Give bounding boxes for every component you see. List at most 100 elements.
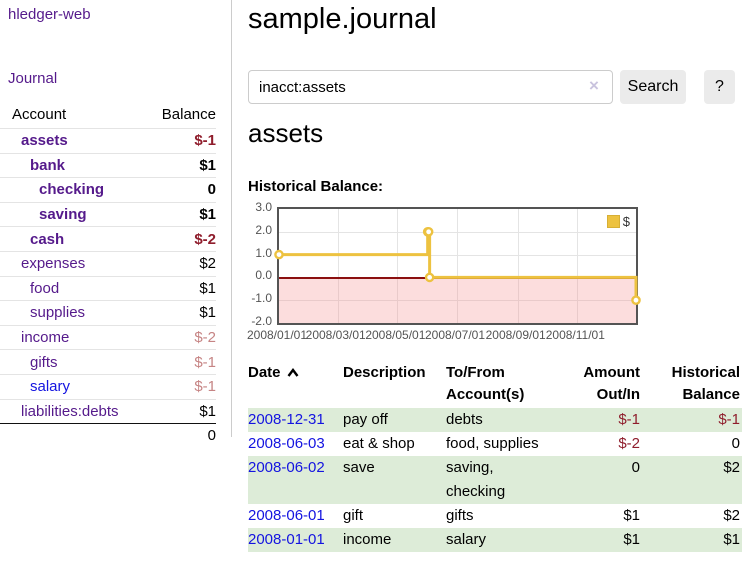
account-link[interactable]: food [30,279,60,297]
legend-label: $ [622,214,630,229]
account-balance: $1 [199,304,216,322]
search-form: × Search ? [248,70,742,104]
register-accounts-cell: food, supplies [446,432,578,456]
y-tick-label: -1.0 [251,291,272,306]
sidebar-item-journal[interactable]: Journal [8,70,58,87]
register-balance-cell: $-1 [718,411,740,428]
accounts-rows: assets $-1 bank $1 checking 0 saving $1 cash $-2 e… [0,128,216,423]
search-input[interactable] [248,70,613,104]
account-row: cash $-2 [0,226,216,251]
app-brand-link[interactable]: hledger-web [8,6,91,23]
column-header-date[interactable]: Date [248,362,343,408]
register-accounts-cell: salary [446,528,578,552]
negative-region [279,277,636,323]
x-tick-label: 2008/07/01 [424,328,486,342]
register-row: 2008-06-01 gift gifts $1 $2 [248,504,742,528]
chart-title: Historical Balance: [248,178,384,195]
account-row: liabilities:debts $1 [0,398,216,424]
y-tick-label: 2.0 [255,222,272,237]
register-accounts-text: saving, checking [446,459,506,500]
accounts-table: Account Balance assets $-1 bank $1 checking 0… [0,102,216,448]
x-gridline [577,209,579,323]
account-link[interactable]: income [21,329,70,347]
register-accounts-cell: debts [446,408,578,432]
account-row: supplies $1 [0,300,216,325]
register-amount-cell: $1 [623,531,640,548]
register-accounts-text: gifts [446,507,474,524]
data-point-marker [274,249,284,260]
account-balance: $-1 [194,353,216,371]
account-link[interactable]: cash [30,230,65,248]
register-date-link[interactable]: 2008-01-01 [248,531,325,548]
register-amount-cell: 0 [631,459,640,476]
account-row: expenses $2 [0,250,216,276]
register-accounts-text: salary [446,531,487,548]
account-link[interactable]: supplies [30,304,86,322]
y-tick-label: 0.0 [255,268,272,283]
register-accounts-text: debts [446,411,483,428]
account-balance: $-1 [194,378,216,396]
register-accounts-cell: saving, checking [446,456,578,504]
account-balance: $1 [199,206,216,224]
account-balance: $-2 [194,230,216,248]
register-amount-cell: $1 [623,507,640,524]
column-header-amount[interactable]: Amount Out/In [583,364,640,403]
register-date-cell: 2008-06-03 [248,432,343,456]
register-date-link[interactable]: 2008-12-31 [248,411,325,428]
account-balance: 0 [207,181,216,199]
help-button[interactable]: ? [704,70,735,104]
account-balance: $-1 [194,132,216,150]
clear-search-icon[interactable]: × [589,76,599,95]
register-table: Date Description To/From Account(s) Amou… [248,362,742,552]
register-row: 2008-01-01 income salary $1 $1 [248,528,742,552]
register-description-cell: eat & shop [343,435,415,452]
account-balance: $1 [199,279,216,297]
chart-legend: $ [604,213,632,230]
register-date-cell: 2008-06-02 [248,456,343,504]
account-balance: $1 [199,156,216,174]
register-date-cell: 2008-12-31 [248,408,343,432]
x-tick-label: 2008/11/01 [545,328,605,342]
chart-plot-area[interactable]: $ [274,207,641,325]
column-header-accounts[interactable]: To/From Account(s) [446,364,525,403]
x-tick-label: 2008/05/01 [365,328,426,342]
account-link[interactable]: liabilities:debts [21,402,119,420]
register-description-cell: pay off [343,411,388,428]
register-accounts-text: food, supplies [446,435,539,452]
search-button[interactable]: Search [620,70,686,104]
account-link[interactable]: expenses [21,255,86,273]
column-header-description[interactable]: Description [343,364,426,381]
register-body: 2008-12-31 pay off debts $-1 $-1 2008-06-03 ea… [248,408,742,552]
column-header-balance[interactable]: Historical Balance [671,364,740,403]
account-link[interactable]: saving [39,206,87,224]
register-balance-cell: $2 [723,459,740,476]
account-heading: assets [248,118,324,148]
account-link[interactable]: gifts [30,353,58,371]
account-row: food $1 [0,275,216,301]
balance-column-header: Balance [161,106,216,123]
account-link[interactable]: salary [30,378,71,396]
data-point-marker [631,295,641,305]
register-description-cell: income [343,531,392,548]
register-row: 2008-12-31 pay off debts $-1 $-1 [248,408,742,432]
legend-swatch-icon [606,215,620,228]
register-date-link[interactable]: 2008-06-03 [248,435,325,452]
register-balance-cell: $2 [723,507,740,524]
register-date-link[interactable]: 2008-06-02 [248,459,325,476]
register-date-link[interactable]: 2008-06-01 [248,507,325,524]
sort-ascending-icon [287,368,298,377]
register-balance-cell: 0 [731,435,740,452]
x-gridline [457,209,458,323]
account-link[interactable]: bank [30,156,66,174]
account-link[interactable]: assets [21,132,68,150]
register-description-cell: save [343,459,375,476]
account-row: checking 0 [0,177,216,202]
register-date-cell: 2008-06-01 [248,504,343,528]
account-row: gifts $-1 [0,349,216,374]
account-column-header: Account [12,106,67,123]
account-row: income $-2 [0,324,216,350]
x-gridline [337,209,339,323]
account-link[interactable]: checking [39,181,105,199]
sidebar: hledger-web Journal Account Balance asse… [0,0,232,444]
y-tick-label: 3.0 [255,200,272,214]
